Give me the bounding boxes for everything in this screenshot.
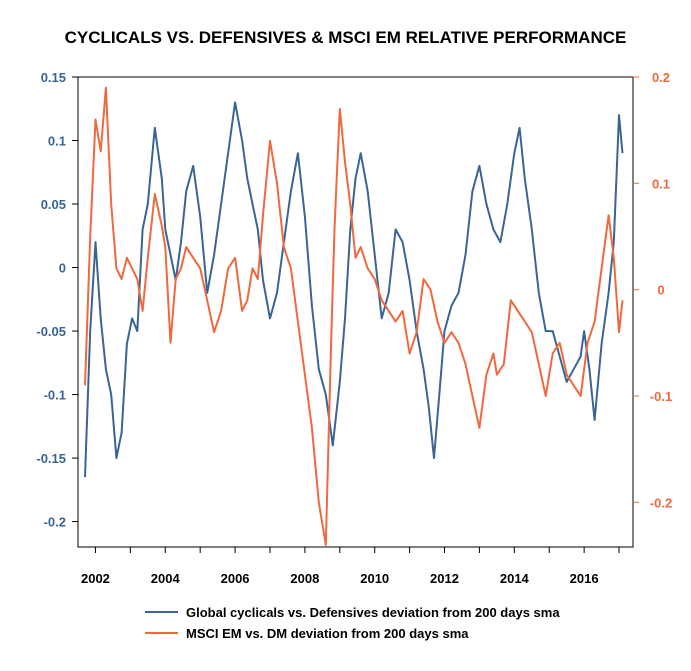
x-tick-label: 2014	[500, 571, 530, 586]
left-tick-label: 0.1	[48, 134, 66, 149]
right-axis: 0.2 0.1 0 -0.1 -0.2	[633, 70, 672, 510]
x-tick-label: 2016	[570, 571, 599, 586]
legend-label-msci-em: MSCI EM vs. DM deviation from 200 days s…	[186, 626, 469, 641]
left-tick-label: -0.1	[44, 388, 66, 403]
plot-frame	[77, 76, 634, 548]
x-tick-label: 2004	[151, 571, 181, 586]
series-layer	[84, 86, 624, 546]
left-axis: 0.15 0.1 0.05 0 -0.05 -0.1 -0.15 -0.2	[36, 70, 78, 530]
left-tick-label: 0.05	[41, 197, 66, 212]
series-line-msci-em	[84, 86, 624, 546]
left-tick-label: 0.15	[41, 70, 66, 85]
x-tick-label: 2002	[81, 571, 110, 586]
left-tick-label: -0.05	[36, 324, 66, 339]
x-tick-label: 2006	[221, 571, 250, 586]
right-tick-label: 0.2	[652, 70, 670, 85]
right-tick-label: -0.1	[650, 389, 672, 404]
right-tick-label: -0.2	[650, 495, 672, 510]
right-tick-label: 0.1	[652, 176, 670, 191]
left-tick-label: -0.15	[36, 451, 66, 466]
right-tick-label: 0	[657, 283, 664, 298]
legend-label-cyclicals: Global cyclicals vs. Defensives deviatio…	[186, 605, 560, 620]
chart-title: CYCLICALS VS. DEFENSIVES & MSCI EM RELAT…	[64, 28, 627, 47]
x-tick-label: 2012	[430, 571, 459, 586]
legend: Global cyclicals vs. Defensives deviatio…	[145, 605, 560, 641]
x-axis: 2002 2004 2006 2008 2010 2012 2014 2016	[81, 547, 620, 586]
x-tick-label: 2008	[290, 571, 319, 586]
left-tick-label: -0.2	[44, 515, 66, 530]
left-tick-label: 0	[59, 261, 66, 276]
x-tick-label: 2010	[360, 571, 389, 586]
series-line-cyclicals	[84, 101, 624, 478]
